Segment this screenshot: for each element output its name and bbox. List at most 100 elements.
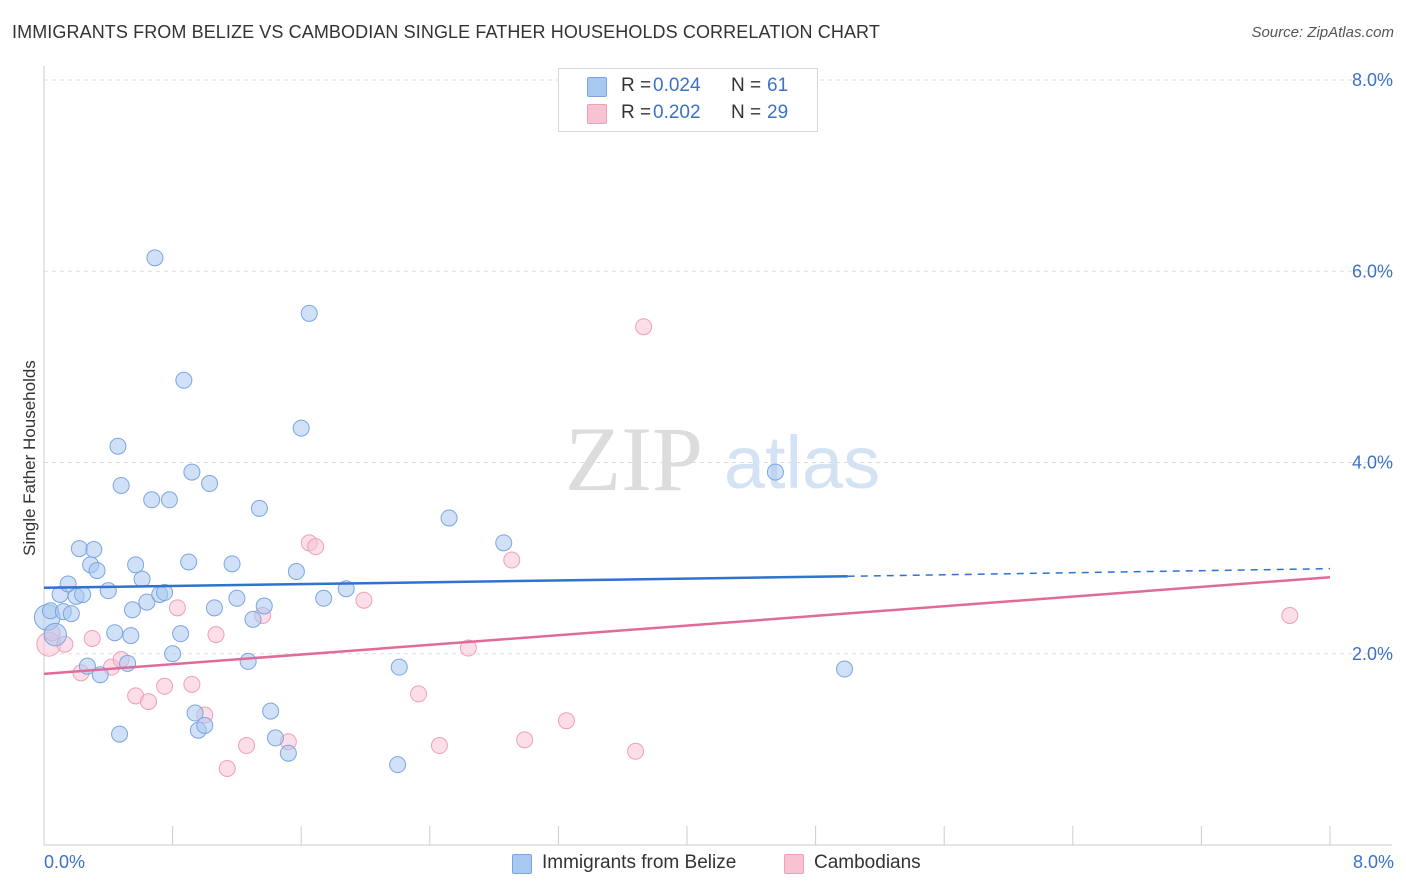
belize-point [138,593,156,611]
belize-point [266,729,284,747]
legend-r-value: 0.202 [653,102,701,123]
belize-point [109,437,127,455]
legend-n-value: 61 [767,75,789,96]
cambodian-point [557,712,575,730]
trend-lines [43,567,1331,676]
belize-legend-label: Immigrants from Belize [542,852,737,873]
belize-point [223,555,241,573]
legend-n-label: N = [731,75,762,96]
belize-points [33,249,854,774]
belize-point [164,645,182,663]
belize-point [143,491,161,509]
cambodian-point [207,626,225,644]
belize-point [122,627,140,645]
belize-point [262,702,280,720]
belize-trend-extension [847,567,1331,578]
source-note: Source: ZipAtlas.com [1251,24,1394,41]
cambodian-legend-label: Cambodians [814,852,921,873]
belize-swatch [512,854,532,874]
legend-r-label: R = [621,75,652,96]
legend-n-value: 29 [767,102,789,123]
legend-n-label: N = [731,102,762,123]
belize-point [255,597,273,615]
belize-point [495,534,513,552]
watermark-zip: ZIP [565,408,703,510]
belize-point [127,556,145,574]
belize-point [390,658,408,676]
cambodian-point [168,599,186,617]
cambodian-point [503,551,521,569]
chart-title: IMMIGRANTS FROM BELIZE VS CAMBODIAN SING… [12,22,880,42]
belize-point [156,584,174,602]
belize-point [133,570,151,588]
belize-point [228,589,246,607]
belize-point [111,725,129,743]
belize-point [70,540,88,558]
x-axis-min-label: 0.0% [44,852,86,872]
cambodian-point [218,760,236,777]
belize-trend-line [43,575,848,590]
cambodian-points [36,318,1299,777]
cambodian-point [410,685,428,703]
axes [43,66,1392,846]
cambodian-point [635,318,653,336]
cambodian-point [355,591,373,609]
belize-point [146,249,164,267]
cambodian-point [516,731,534,749]
legend-r-label: R = [621,102,652,123]
belize-point [106,624,124,642]
cambodian-point [238,737,256,755]
cambodian-point [183,675,201,693]
correlation-legend: R = 0.024 N = 61 R = 0.202 N = 29 [558,68,818,132]
cambodian-point [83,629,101,647]
cambodian-point [139,693,157,711]
belize-point [74,585,92,603]
belize-point [836,660,854,678]
cambodian-swatch [784,854,804,874]
belize-point [766,463,784,481]
belize-point [186,704,204,722]
cambodian-swatch [587,104,607,124]
belize-point [85,541,103,559]
belize-point [201,475,219,493]
belize-point [175,371,193,389]
belize-point [205,599,223,617]
belize-point [279,744,297,762]
cambodian-point [156,677,174,695]
belize-point [43,622,67,647]
belize-point [440,509,458,527]
belize-point [389,756,407,774]
belize-point [300,304,318,322]
belize-point [88,562,106,580]
y-tick-label: 2.0% [1352,644,1393,664]
cambodian-point [1281,607,1299,624]
gridlines [44,79,1392,655]
cambodian-point [430,737,448,755]
belize-point [250,499,268,517]
belize-point [292,419,310,437]
belize-point [172,625,190,643]
belize-point [62,605,80,623]
belize-point [315,589,333,607]
cambodian-point [627,742,645,760]
watermark-atlas: atlas [724,421,880,504]
cambodian-point [459,639,477,657]
legend-r-value: 0.024 [653,75,701,96]
belize-swatch [587,77,607,97]
belize-point [160,491,178,509]
belize-point [123,601,141,619]
x-axis-max-label: 8.0% [1352,852,1394,872]
watermark: ZIP atlas [565,408,880,510]
y-tick-label: 6.0% [1352,261,1393,281]
belize-point [183,463,201,481]
y-tick-label: 4.0% [1352,453,1393,473]
y-tick-label: 8.0% [1352,70,1393,90]
y-tick-labels: 2.0% 4.0% 6.0% 8.0% [1352,70,1393,664]
belize-point [196,716,214,734]
belize-point [99,582,117,600]
belize-point [244,610,262,628]
belize-point [287,563,305,581]
belize-point [239,652,257,670]
belize-point [180,553,198,571]
